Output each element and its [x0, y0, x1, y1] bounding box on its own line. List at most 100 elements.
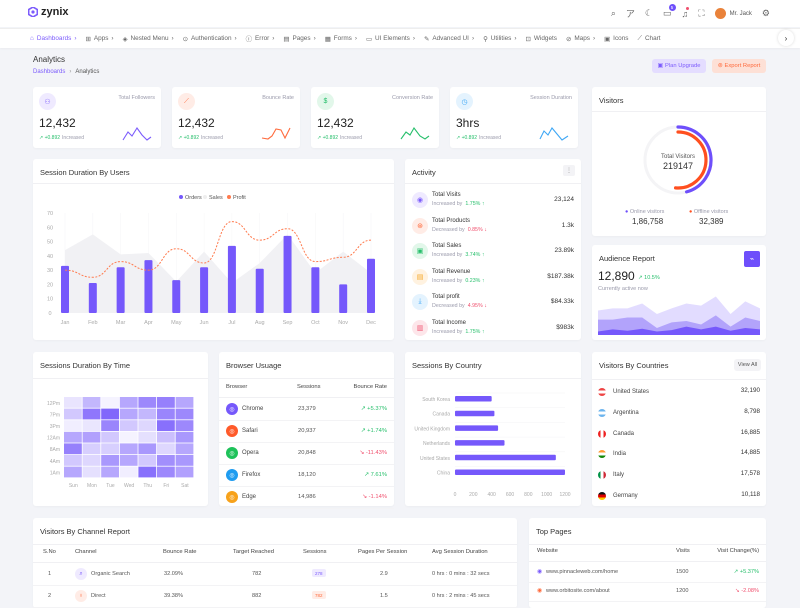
country-value: 17,578	[740, 470, 760, 478]
sparkline-line	[539, 127, 569, 141]
nav-8-icon: ✎	[424, 35, 430, 43]
activity-subtitle: Decreased by 0.85% ↓	[432, 227, 487, 233]
nav-item-label: Authentication	[191, 35, 232, 42]
download-icon: ⤓	[412, 294, 428, 310]
site-link[interactable]: www.orbitosite.com/about	[546, 588, 610, 594]
user-name: Mr. Jack	[729, 10, 752, 17]
activity-item: ⤓ Total profit Decreased by 4.95% ↓ $84.33k	[405, 292, 581, 314]
nav-item-apps[interactable]: ⊞ Apps ›	[85, 35, 113, 43]
activity-sub-text: Increased by	[432, 277, 463, 284]
bell-icon[interactable]: ♫	[681, 6, 690, 19]
heatmap-cell	[138, 408, 157, 420]
legend-marker	[203, 195, 207, 199]
nav-item-nested-menu[interactable]: ◈ Nested Menu ›	[123, 35, 174, 43]
chevron-right-icon: ›	[592, 35, 596, 42]
visit-change-value: -2.08%	[741, 588, 759, 594]
heatmap-cell	[175, 397, 194, 408]
nav-item-icons[interactable]: ▣ Icons	[604, 35, 628, 43]
activity-percent: 0.85%	[467, 226, 483, 233]
trend-down-icon: ↘	[735, 588, 742, 594]
bounce-rate-value: +1.74%	[367, 428, 387, 434]
audience-activity-button[interactable]: ⌁	[744, 251, 760, 267]
breadcrumb-dashboards[interactable]: Dashboards	[33, 69, 66, 75]
session-chart-title: Session Duration By Users	[40, 168, 130, 177]
export-report-button[interactable]: ⊚ Export Report	[712, 59, 766, 73]
trend-up-icon: ↗	[360, 406, 368, 412]
activity-item: ▤ Total Revenue Increased by 0.23% ↑ $187.38…	[405, 267, 581, 289]
nav-13-icon: ⟋	[637, 34, 642, 42]
nav-0-icon: ⌂	[30, 35, 34, 42]
browser-row-safari: ◎ Safari 20,937 ↗ +1.74%	[219, 421, 394, 443]
y-tick-label: 40	[47, 254, 53, 260]
heatmap-cell	[157, 420, 175, 431]
channel-header-3: Target Reached	[233, 549, 274, 555]
top-pages-title: Top Pages	[536, 527, 572, 536]
heatmap-cell	[82, 397, 101, 408]
session-duration-card: Session Duration By Users 0 10 20 30 40 50 60 7…	[33, 159, 394, 340]
fullscreen-icon[interactable]: ⛶	[698, 8, 705, 18]
country-row: India 14,885	[592, 448, 766, 466]
cart-icon[interactable]: ▭ 5	[663, 4, 676, 19]
arrow-down-icon: ↓	[482, 303, 487, 309]
plan-upgrade-button[interactable]: ▣ Plan Upgrade	[652, 59, 706, 73]
clock-icon: ◷	[456, 93, 473, 110]
opera-icon: ◎	[226, 447, 238, 459]
orders-bar	[339, 284, 348, 313]
nav-item-widgets[interactable]: ⊡ Widgets	[526, 35, 557, 43]
nav-item-label: Maps	[574, 35, 590, 42]
nav-1-icon: ⊞	[85, 35, 91, 43]
main-nav: ⌂ Dashboards › ⊞ Apps › ◈ Nested Menu › ⊙ Authenti…	[0, 28, 800, 48]
target-reached: 882	[252, 593, 262, 599]
profit-line	[64, 221, 372, 278]
heatmap-title: Sessions Duration By Time	[40, 361, 131, 370]
nav-item-label: Dashboards	[36, 35, 72, 42]
heatmap-cell	[119, 466, 138, 478]
heatmap-cell	[82, 443, 101, 455]
search-icon[interactable]: ⌕	[610, 8, 616, 18]
total-visitors-label: Total Visitors	[661, 154, 695, 160]
nav-scroll-right-button[interactable]: ›	[778, 30, 794, 46]
bounce-rate: ↗ +1.74%	[361, 428, 387, 434]
canada-flag-icon	[598, 429, 606, 438]
country-label: South Korea	[422, 397, 450, 403]
nav-item-error[interactable]: ⓘ Error ›	[246, 34, 275, 43]
x-tick-label: Sep	[283, 320, 293, 326]
pages-per-session: 2.9	[380, 571, 388, 577]
nav-item-forms[interactable]: ▦ Forms ›	[325, 35, 357, 43]
sales-area	[65, 234, 371, 313]
firefox-icon: ◎	[226, 469, 238, 481]
divider	[529, 561, 766, 562]
nav-item-label: Widgets	[533, 35, 557, 42]
plan-upgrade-label: Plan Upgrade	[665, 63, 701, 69]
translate-icon[interactable]: ア	[625, 9, 635, 19]
view-all-button[interactable]: View All	[734, 359, 761, 371]
country-bar	[455, 425, 499, 431]
activity-percent: 4.95%	[467, 303, 483, 309]
target-reached: 782	[252, 571, 262, 577]
x-tick-label: Aug	[255, 320, 265, 326]
heatmap-cell	[101, 443, 119, 455]
heatmap-cell	[138, 420, 157, 431]
site-link[interactable]: www.pinnacleweb.com/home	[546, 569, 619, 575]
upgrade-icon: ▣	[657, 63, 664, 69]
nav-item-maps[interactable]: ⊘ Maps ›	[566, 35, 595, 43]
nav-item-chart[interactable]: ⟋ Chart	[637, 35, 660, 43]
activity-more-button[interactable]: ⋮	[563, 165, 575, 176]
settings-gear-icon[interactable]: ⚙	[761, 8, 770, 18]
user-menu[interactable]: Mr. Jack	[714, 8, 752, 19]
browser-name: Chrome	[242, 406, 264, 412]
dark-mode-icon[interactable]: ☾	[644, 8, 653, 18]
nav-item-utilities[interactable]: ⚲ Utilities ›	[483, 35, 516, 43]
edge-icon: ◎	[226, 491, 238, 503]
nav-item-pages[interactable]: ▤ Pages ›	[283, 35, 315, 43]
stat-change-text: Increased	[201, 135, 223, 141]
heatmap-cell	[138, 397, 157, 408]
x-tick-label: May	[171, 320, 182, 326]
nav-item-advanced-ui[interactable]: ✎ Advanced UI ›	[424, 35, 474, 43]
logo[interactable]: zynix	[28, 6, 69, 18]
browser-sessions: 23,379	[298, 406, 316, 412]
nav-item-ui-elements[interactable]: ▭ UI Elements ›	[366, 35, 415, 43]
nav-item-authentication[interactable]: ⊙ Authentication ›	[183, 35, 237, 43]
heatmap-cell	[64, 455, 82, 466]
nav-item-dashboards[interactable]: ⌂ Dashboards ›	[30, 35, 76, 42]
